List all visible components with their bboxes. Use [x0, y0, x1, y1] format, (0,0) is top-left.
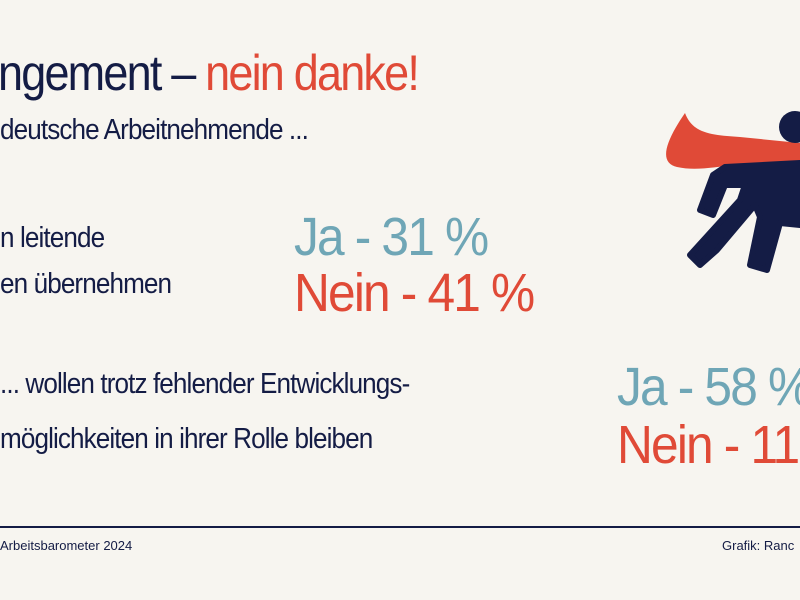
question-2-no: Nein - 11 [617, 415, 800, 475]
question-1-no: Nein - 41 % [294, 263, 535, 323]
superhero-icon [666, 111, 800, 273]
question-1-yes: Ja - 31 % [294, 207, 489, 267]
title-part-1: ngement – [0, 45, 206, 101]
question-2-line-2: möglichkeiten in ihrer Rolle bleiben [0, 423, 373, 455]
footer-source: Arbeitsbarometer 2024 [0, 538, 133, 553]
question-2-line-1: ... wollen trotz fehlender Entwicklungs- [0, 368, 410, 400]
subtitle: deutsche Arbeitnehmende ... [0, 114, 309, 146]
question-1-line-2: en übernehmen [0, 268, 172, 300]
page-title: ngement – nein danke! [0, 44, 420, 102]
title-part-2: nein danke! [205, 45, 420, 101]
divider [0, 526, 800, 528]
footer-credit: Grafik: Ranc [722, 538, 795, 553]
question-1-line-1: n leitende [0, 222, 105, 254]
question-2-yes: Ja - 58 % [617, 357, 800, 417]
